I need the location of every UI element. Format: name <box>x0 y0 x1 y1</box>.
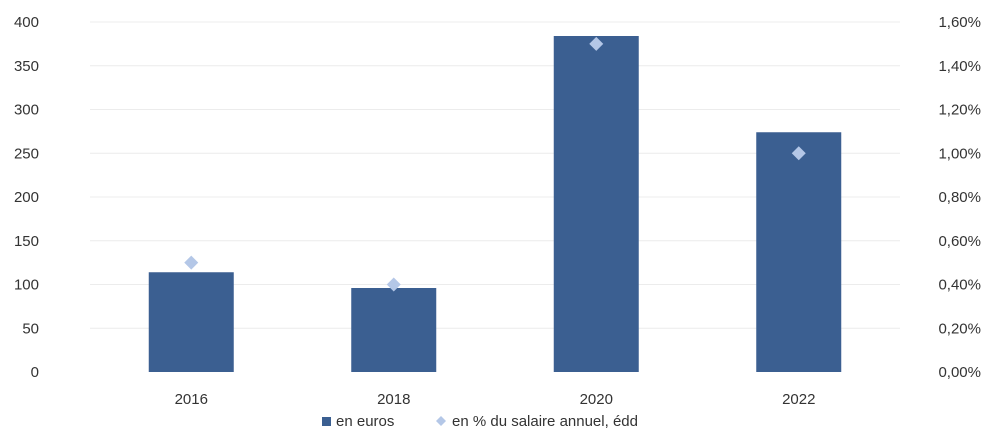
right-tick-label: 1,00% <box>938 145 981 162</box>
legend-swatch-euros <box>322 417 331 426</box>
legend: en euros en % du salaire annuel, édd <box>322 413 638 430</box>
x-tick-label: 2016 <box>175 391 208 408</box>
bar-2020 <box>553 36 639 372</box>
left-tick-label: 300 <box>14 102 39 119</box>
left-tick-label: 50 <box>22 320 39 337</box>
left-tick-label: 0 <box>31 364 39 381</box>
right-tick-label: 0,60% <box>938 233 981 250</box>
bar-series <box>148 36 842 372</box>
right-tick-label: 0,20% <box>938 320 981 337</box>
bar-2016 <box>148 272 234 372</box>
x-axis: 2016 2018 2020 2022 <box>175 391 816 408</box>
legend-swatch-percent <box>436 416 446 426</box>
left-tick-label: 400 <box>14 14 39 31</box>
marker-2018 <box>386 277 401 292</box>
bar-2018 <box>351 288 437 372</box>
right-tick-label: 0,00% <box>938 364 981 381</box>
marker-2020 <box>589 36 604 51</box>
right-tick-label: 1,20% <box>938 102 981 119</box>
right-tick-label: 1,60% <box>938 14 981 31</box>
right-tick-label: 0,40% <box>938 277 981 294</box>
marker-series <box>184 36 806 292</box>
left-tick-label: 350 <box>14 58 39 75</box>
left-axis: 0 50 100 150 200 250 300 350 400 <box>14 14 39 381</box>
marker-2016 <box>184 255 199 270</box>
right-tick-label: 1,40% <box>938 58 981 75</box>
legend-label-euros: en euros <box>336 413 394 430</box>
x-tick-label: 2022 <box>782 391 815 408</box>
left-tick-label: 150 <box>14 233 39 250</box>
left-tick-label: 200 <box>14 189 39 206</box>
x-tick-label: 2020 <box>580 391 613 408</box>
x-tick-label: 2018 <box>377 391 410 408</box>
legend-label-percent: en % du salaire annuel, édd <box>452 413 638 430</box>
left-tick-label: 100 <box>14 277 39 294</box>
right-axis: 0,00% 0,20% 0,40% 0,60% 0,80% 1,00% 1,20% 1,40%… <box>938 14 981 381</box>
right-tick-label: 0,80% <box>938 189 981 206</box>
left-tick-label: 250 <box>14 145 39 162</box>
bar-2022 <box>756 132 842 372</box>
marker-2022 <box>791 146 806 161</box>
